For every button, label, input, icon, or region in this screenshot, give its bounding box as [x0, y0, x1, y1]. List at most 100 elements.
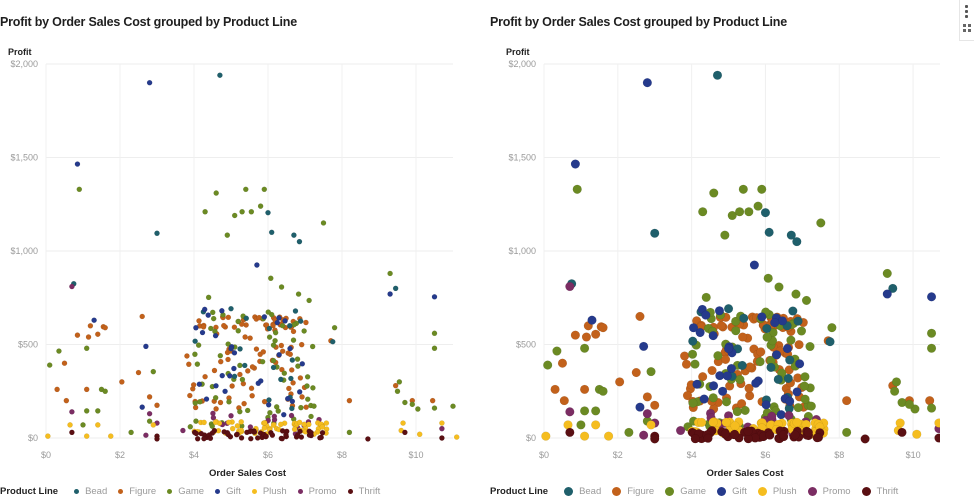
data-point-plush[interactable]	[400, 420, 406, 426]
data-point-gift[interactable]	[708, 381, 719, 391]
legend-item-bead[interactable]: Bead	[564, 486, 601, 497]
data-point-game[interactable]	[387, 270, 393, 277]
data-point-game[interactable]	[687, 349, 698, 359]
data-point-game[interactable]	[306, 297, 312, 304]
data-point-gift[interactable]	[387, 291, 393, 297]
data-point-plush[interactable]	[83, 433, 90, 439]
data-point-bead[interactable]	[764, 227, 774, 237]
data-point-plush[interactable]	[721, 417, 731, 427]
data-point-gift[interactable]	[777, 316, 788, 326]
data-point-figure[interactable]	[146, 394, 153, 400]
data-point-bead[interactable]	[760, 208, 771, 218]
data-point-game[interactable]	[882, 268, 892, 279]
data-point-figure[interactable]	[570, 330, 581, 340]
data-point-plush[interactable]	[319, 424, 326, 430]
data-point-bead[interactable]	[739, 313, 749, 323]
data-point-game[interactable]	[842, 427, 852, 438]
data-point-figure[interactable]	[679, 351, 690, 361]
data-point-game[interactable]	[279, 322, 286, 329]
data-point-game[interactable]	[734, 207, 745, 217]
data-point-game[interactable]	[83, 345, 90, 352]
data-point-figure[interactable]	[794, 339, 804, 350]
data-point-game[interactable]	[786, 335, 796, 345]
data-point-gift[interactable]	[717, 386, 728, 396]
data-point-game[interactable]	[800, 394, 810, 404]
data-point-figure[interactable]	[253, 346, 260, 352]
data-point-game[interactable]	[212, 394, 219, 401]
data-point-figure[interactable]	[231, 324, 238, 331]
data-point-figure[interactable]	[756, 347, 766, 357]
data-point-thrift[interactable]	[720, 429, 730, 439]
data-point-game[interactable]	[278, 284, 285, 290]
data-point-plush[interactable]	[912, 429, 922, 439]
data-point-game[interactable]	[304, 373, 311, 380]
data-point-gift[interactable]	[254, 262, 260, 268]
data-point-plush[interactable]	[212, 419, 219, 426]
data-point-game[interactable]	[740, 405, 750, 416]
data-point-figure[interactable]	[220, 322, 227, 329]
data-point-game[interactable]	[732, 406, 742, 417]
data-point-game[interactable]	[763, 273, 773, 283]
data-point-game[interactable]	[309, 343, 316, 350]
data-point-figure[interactable]	[290, 379, 296, 386]
data-point-game[interactable]	[698, 207, 708, 217]
data-point-gift[interactable]	[255, 380, 262, 387]
data-point-figure[interactable]	[681, 359, 692, 369]
data-point-figure[interactable]	[299, 394, 305, 400]
data-point-bead[interactable]	[217, 72, 223, 79]
data-point-game[interactable]	[891, 377, 902, 387]
data-point-figure[interactable]	[213, 406, 219, 412]
data-point-game[interactable]	[793, 402, 803, 413]
data-point-bead[interactable]	[793, 316, 803, 326]
data-point-gift[interactable]	[792, 387, 802, 397]
data-point-gift[interactable]	[770, 318, 780, 328]
data-point-game[interactable]	[926, 403, 937, 413]
data-point-bead[interactable]	[888, 283, 898, 294]
data-point-figure[interactable]	[559, 395, 569, 406]
data-point-figure[interactable]	[87, 322, 94, 329]
legend-item-bead[interactable]: Bead	[74, 486, 107, 497]
data-point-game[interactable]	[796, 326, 807, 336]
data-point-thrift[interactable]	[790, 430, 800, 440]
data-point-bead[interactable]	[788, 306, 798, 316]
data-point-gift[interactable]	[284, 395, 291, 402]
data-point-game[interactable]	[270, 357, 277, 364]
data-point-gift[interactable]	[714, 306, 725, 316]
data-point-figure[interactable]	[237, 371, 243, 378]
data-point-thrift[interactable]	[294, 432, 301, 438]
data-point-bead[interactable]	[228, 305, 234, 312]
data-point-bead[interactable]	[785, 355, 795, 365]
data-point-figure[interactable]	[550, 384, 560, 395]
data-point-game[interactable]	[800, 372, 810, 382]
data-point-figure[interactable]	[260, 349, 267, 355]
data-point-game[interactable]	[320, 220, 327, 226]
data-point-promo[interactable]	[228, 412, 234, 419]
data-point-plush[interactable]	[579, 431, 590, 441]
data-point-game[interactable]	[755, 357, 765, 367]
data-point-gift[interactable]	[196, 381, 203, 388]
data-point-figure[interactable]	[186, 392, 193, 399]
data-point-thrift[interactable]	[254, 435, 261, 441]
data-point-figure[interactable]	[247, 335, 253, 341]
data-point-figure[interactable]	[63, 397, 70, 404]
data-point-figure[interactable]	[135, 369, 142, 376]
data-point-game[interactable]	[543, 360, 553, 370]
data-point-game[interactable]	[102, 388, 109, 395]
data-point-gift[interactable]	[688, 323, 699, 333]
data-point-figure[interactable]	[244, 368, 251, 374]
data-point-game[interactable]	[195, 342, 202, 349]
data-point-thrift[interactable]	[730, 429, 740, 439]
data-point-gift[interactable]	[699, 394, 709, 404]
data-point-game[interactable]	[267, 275, 274, 282]
data-point-game[interactable]	[579, 406, 590, 416]
data-point-figure[interactable]	[202, 373, 208, 380]
data-point-gift[interactable]	[146, 79, 153, 86]
data-point-game[interactable]	[646, 366, 656, 377]
legend-item-gift[interactable]: Gift	[215, 486, 241, 497]
data-point-game[interactable]	[926, 328, 937, 338]
data-point-figure[interactable]	[211, 367, 218, 374]
data-point-figure[interactable]	[185, 361, 192, 368]
data-point-game[interactable]	[128, 429, 134, 436]
data-point-gift[interactable]	[261, 314, 268, 320]
data-point-gift[interactable]	[91, 317, 97, 324]
